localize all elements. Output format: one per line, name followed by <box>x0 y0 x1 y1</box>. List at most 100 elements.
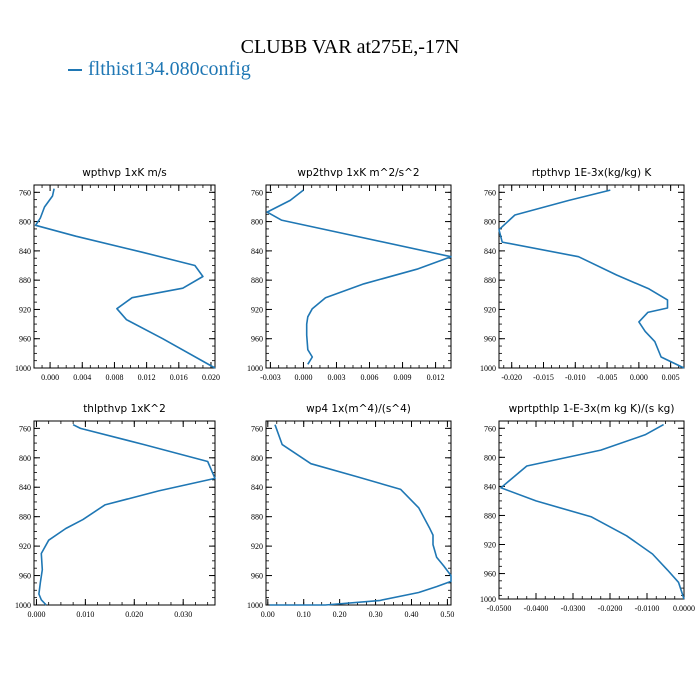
panel-title: rtpthvp 1E-3x(kg/kg) K <box>532 167 653 179</box>
x-tick-label: 0.10 <box>297 610 311 619</box>
y-tick-label: 880 <box>19 276 31 285</box>
x-tick-label: 0.016 <box>170 373 188 382</box>
y-tick-label: 760 <box>484 424 496 433</box>
x-tick-label: -0.0400 <box>524 604 549 613</box>
y-tick-label: 960 <box>19 335 31 344</box>
panel-title: thlpthvp 1xK^2 <box>83 403 166 415</box>
y-tick-label: 960 <box>251 572 263 581</box>
y-tick-label: 920 <box>484 541 496 550</box>
x-tick-label: 0.0000 <box>673 604 695 613</box>
y-tick-label: 800 <box>251 218 263 227</box>
y-tick-label: 880 <box>251 276 263 285</box>
x-tick-label: 0.000 <box>630 373 648 382</box>
y-tick-label: 840 <box>251 483 263 492</box>
x-tick-label: -0.005 <box>597 373 618 382</box>
x-tick-label: 0.000 <box>294 373 312 382</box>
y-tick-label: 960 <box>251 335 263 344</box>
panel-6: wprtpthlp 1-E-3x(m kg K)/(s kg) -0.0500 -0… <box>480 403 695 613</box>
x-tick-label: 0.020 <box>202 373 220 382</box>
panel-title: wp2thvp 1xK m^2/s^2 <box>297 167 419 179</box>
x-tick-label: 0.004 <box>73 373 91 382</box>
y-tick-label: 920 <box>19 305 31 314</box>
panel-frame <box>33 420 216 606</box>
legend-line-swatch <box>68 69 82 72</box>
x-tick-label: 0.40 <box>404 610 418 619</box>
y-tick-label: 760 <box>251 188 263 197</box>
y-tick-label: 840 <box>19 483 31 492</box>
series-line <box>38 423 216 606</box>
y-tick-label: 920 <box>251 305 263 314</box>
y-tick-label: 840 <box>484 482 496 491</box>
x-tick-label: 0.010 <box>76 610 94 619</box>
panel-1: wpthvp 1xK m/s 0.000 0.004 0.008 0.012 0.016 0… <box>15 167 220 382</box>
x-tick-label: 0.012 <box>138 373 156 382</box>
y-tick-label: 800 <box>19 218 31 227</box>
panel-4: thlpthvp 1xK^2 0.000 0.010 0.020 0.030 760 800… <box>15 403 216 619</box>
panel-title: wprtpthlp 1-E-3x(m kg K)/(s kg) <box>509 403 675 415</box>
x-tick-label: -0.010 <box>565 373 586 382</box>
y-tick-label: 960 <box>484 335 496 344</box>
y-tick-label: 1000 <box>247 601 263 610</box>
y-tick-label: 840 <box>484 247 496 256</box>
y-tick-label: 760 <box>484 188 496 197</box>
panel-frame <box>33 184 216 369</box>
y-tick-label: 1000 <box>480 595 496 604</box>
x-tick-label: 0.012 <box>427 373 445 382</box>
x-tick-label: -0.015 <box>533 373 554 382</box>
y-tick-label: 880 <box>484 511 496 520</box>
panel-frame <box>265 184 452 369</box>
y-tick-label: 760 <box>19 188 31 197</box>
legend-label: flthist134.080config <box>88 58 251 80</box>
x-tick-label: 0.005 <box>662 373 680 382</box>
series-line <box>266 189 452 365</box>
x-tick-label: -0.0500 <box>487 604 512 613</box>
y-tick-label: 800 <box>19 454 31 463</box>
x-tick-label: -0.0300 <box>561 604 586 613</box>
legend: flthist134.080config <box>68 58 251 81</box>
y-tick-label: 920 <box>251 542 263 551</box>
x-tick-label: 0.50 <box>440 610 454 619</box>
x-tick-label: -0.0200 <box>598 604 623 613</box>
panel-title: wp4 1x(m^4)/(s^4) <box>306 403 411 415</box>
y-tick-label: 960 <box>19 572 31 581</box>
panel-5: wp4 1x(m^4)/(s^4) 0.00 0.10 0.20 0.30 0.40 0.5… <box>247 403 454 619</box>
x-tick-label: 0.000 <box>27 610 45 619</box>
panel-3: rtpthvp 1E-3x(kg/kg) K -0.020 -0.015 -0.010… <box>480 167 685 382</box>
series-line <box>500 423 685 600</box>
series-line <box>269 424 452 606</box>
series-line <box>498 189 685 369</box>
x-tick-label: -0.003 <box>260 373 281 382</box>
y-tick-label: 1000 <box>15 364 31 373</box>
y-tick-label: 1000 <box>480 364 496 373</box>
y-tick-label: 1000 <box>15 601 31 610</box>
y-tick-label: 880 <box>484 276 496 285</box>
y-tick-label: 840 <box>19 247 31 256</box>
x-tick-label: 0.00 <box>261 610 275 619</box>
y-tick-label: 760 <box>251 424 263 433</box>
panel-title: wpthvp 1xK m/s <box>82 167 167 179</box>
y-tick-label: 1000 <box>247 364 263 373</box>
x-tick-label: 0.020 <box>125 610 143 619</box>
x-tick-label: 0.003 <box>327 373 345 382</box>
y-tick-label: 800 <box>251 454 263 463</box>
x-tick-label: 0.30 <box>369 610 383 619</box>
x-tick-label: -0.020 <box>501 373 522 382</box>
panel-frame <box>265 420 452 606</box>
y-tick-label: 960 <box>484 570 496 579</box>
panel-frame <box>498 420 685 600</box>
figure-title: CLUBB VAR at275E,-17N <box>240 36 460 58</box>
x-tick-label: 0.008 <box>105 373 123 382</box>
panel-2: wp2thvp 1xK m^2/s^2 -0.003 0.000 0.003 0.006… <box>247 167 452 382</box>
x-tick-label: 0.030 <box>174 610 192 619</box>
series-line <box>34 188 216 369</box>
x-tick-label: -0.0100 <box>635 604 660 613</box>
y-tick-label: 800 <box>484 453 496 462</box>
x-tick-label: 0.009 <box>394 373 412 382</box>
y-tick-label: 920 <box>484 305 496 314</box>
y-tick-label: 880 <box>19 513 31 522</box>
y-tick-label: 760 <box>19 424 31 433</box>
y-tick-label: 800 <box>484 218 496 227</box>
x-tick-label: 0.006 <box>361 373 379 382</box>
x-tick-label: 0.000 <box>41 373 59 382</box>
